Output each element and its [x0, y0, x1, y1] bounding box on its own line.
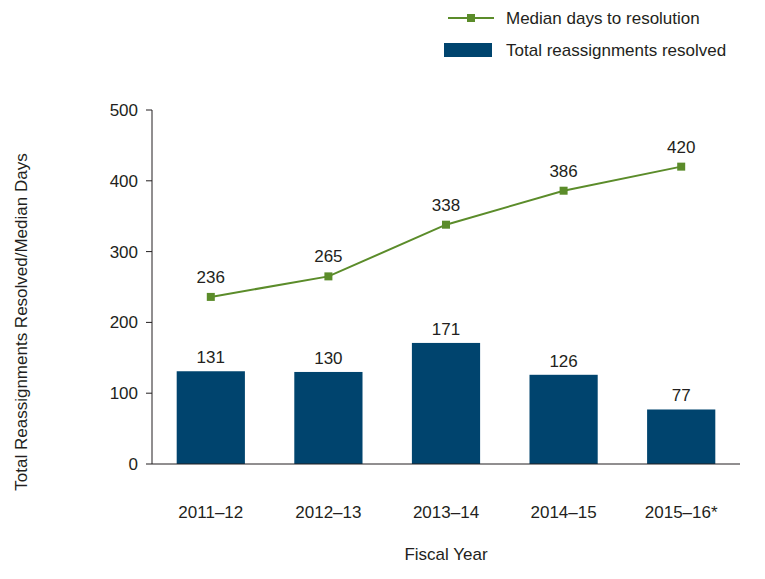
legend-label: Total reassignments resolved	[506, 41, 726, 60]
marker	[324, 272, 332, 280]
bar	[177, 371, 245, 464]
y-tick-label: 500	[110, 101, 138, 120]
data-label: 236	[197, 268, 225, 287]
y-tick	[146, 110, 152, 111]
x-axis	[152, 464, 740, 465]
legend-label: Median days to resolution	[506, 9, 700, 28]
x-tick-label: 2013–14	[413, 503, 479, 522]
line	[211, 167, 681, 297]
x-axis-title: Fiscal Year	[404, 545, 487, 564]
y-axis	[152, 110, 153, 464]
legend-swatch	[444, 43, 492, 57]
data-labels: 131 130 171 126 77 236 265 338 386 420	[197, 138, 696, 406]
data-label: 338	[432, 196, 460, 215]
y-tick-label: 0	[129, 455, 138, 474]
plot-area	[177, 163, 716, 464]
y-tick	[146, 393, 152, 394]
data-label: 77	[672, 386, 691, 405]
data-label: 386	[549, 162, 577, 181]
x-tick-label: 2014–15	[531, 503, 597, 522]
marker	[560, 187, 568, 195]
y-tick-label: 400	[110, 172, 138, 191]
bar	[529, 375, 597, 464]
y-tick-label: 200	[110, 313, 138, 332]
x-tick-label: 2012–13	[295, 503, 361, 522]
y-axis-title: Total Reassignments Resolved/Median Days	[12, 153, 31, 490]
bar	[647, 409, 715, 464]
y-tick	[146, 322, 152, 323]
y-tick	[146, 180, 152, 181]
legend: Median days to resolution Total reassignm…	[444, 9, 726, 60]
marker	[677, 163, 685, 171]
data-label: 420	[667, 138, 695, 157]
marker	[442, 221, 450, 229]
y-tick	[146, 251, 152, 252]
legend-marker	[467, 14, 475, 22]
x-tick-label: 2015–16*	[645, 503, 718, 522]
y-tick-label: 100	[110, 384, 138, 403]
chart: 0 100 200 300 400 500 2011–12 2012–13 2013–14 201…	[0, 0, 765, 579]
bar	[412, 343, 480, 464]
data-label: 265	[314, 247, 342, 266]
data-label: 171	[432, 320, 460, 339]
y-tick	[146, 464, 152, 465]
data-label: 126	[549, 352, 577, 371]
bar	[294, 372, 362, 464]
data-label: 130	[314, 349, 342, 368]
data-label: 131	[197, 348, 225, 367]
x-tick-label: 2011–12	[178, 503, 243, 522]
y-tick-label: 300	[110, 243, 138, 262]
marker	[207, 293, 215, 301]
